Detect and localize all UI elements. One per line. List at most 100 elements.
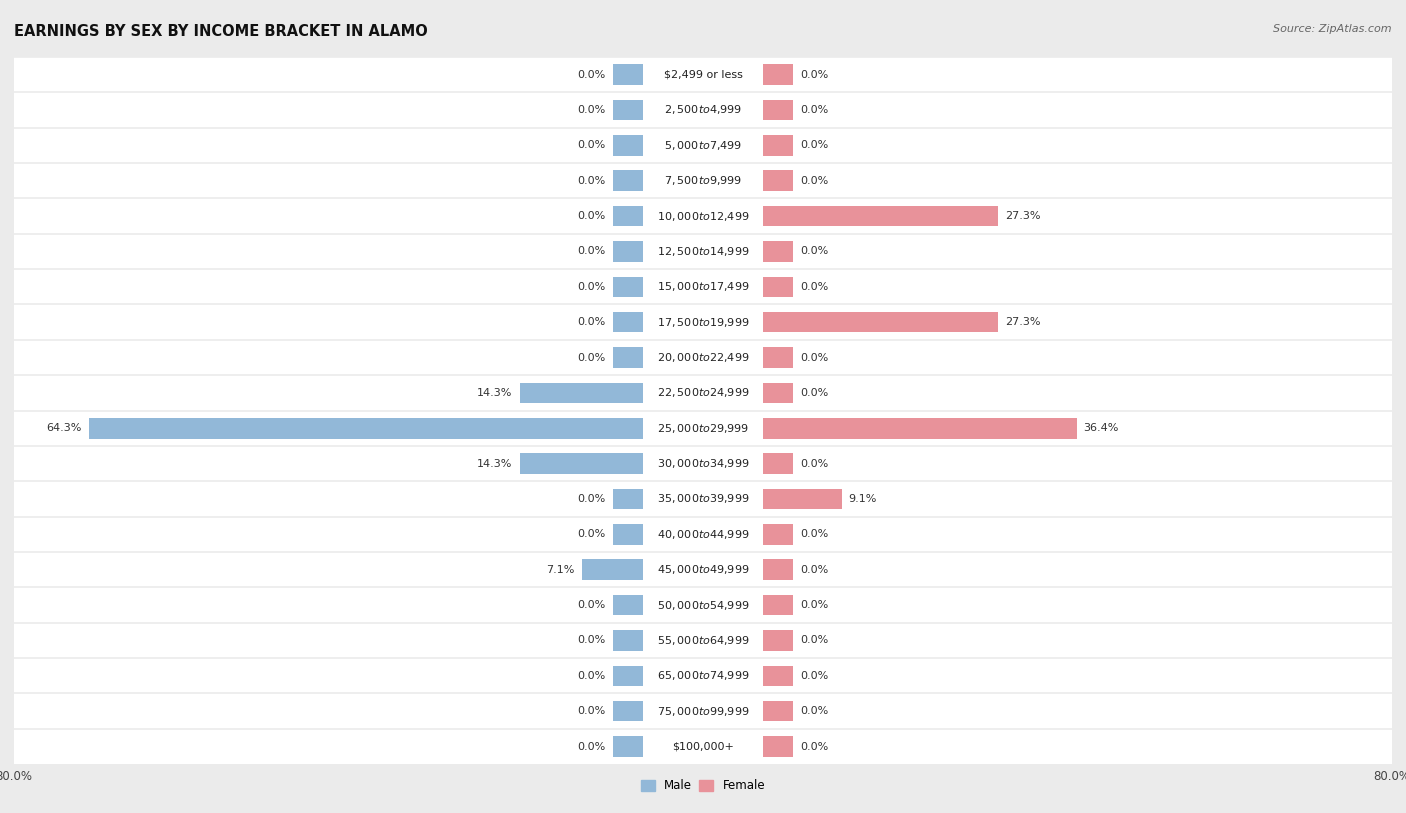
Bar bbox=[582, 559, 643, 580]
Text: $50,000 to $54,999: $50,000 to $54,999 bbox=[657, 598, 749, 611]
Text: 14.3%: 14.3% bbox=[477, 388, 513, 398]
Text: $2,499 or less: $2,499 or less bbox=[664, 70, 742, 80]
Bar bbox=[613, 206, 643, 226]
Bar bbox=[14, 128, 1392, 163]
Bar bbox=[14, 693, 1392, 729]
Text: Source: ZipAtlas.com: Source: ZipAtlas.com bbox=[1274, 24, 1392, 34]
Text: 0.0%: 0.0% bbox=[578, 246, 606, 256]
Bar bbox=[14, 481, 1392, 517]
Text: 0.0%: 0.0% bbox=[578, 317, 606, 327]
Text: 0.0%: 0.0% bbox=[800, 529, 828, 539]
Text: 0.0%: 0.0% bbox=[578, 353, 606, 363]
Text: 0.0%: 0.0% bbox=[800, 636, 828, 646]
Bar bbox=[763, 383, 793, 403]
Bar bbox=[14, 304, 1392, 340]
Text: 0.0%: 0.0% bbox=[800, 459, 828, 468]
Bar bbox=[613, 100, 643, 120]
Text: 36.4%: 36.4% bbox=[1084, 424, 1119, 433]
Legend: Male, Female: Male, Female bbox=[636, 775, 770, 798]
Text: 9.1%: 9.1% bbox=[849, 494, 877, 504]
Bar bbox=[14, 163, 1392, 198]
Text: 0.0%: 0.0% bbox=[800, 70, 828, 80]
Bar bbox=[763, 347, 793, 367]
Text: $22,500 to $24,999: $22,500 to $24,999 bbox=[657, 386, 749, 399]
Text: 0.0%: 0.0% bbox=[800, 671, 828, 680]
Text: 0.0%: 0.0% bbox=[578, 706, 606, 716]
Text: 7.1%: 7.1% bbox=[547, 565, 575, 575]
Bar bbox=[613, 666, 643, 686]
Text: $15,000 to $17,499: $15,000 to $17,499 bbox=[657, 280, 749, 293]
Text: 0.0%: 0.0% bbox=[800, 388, 828, 398]
Text: 0.0%: 0.0% bbox=[578, 282, 606, 292]
Text: 0.0%: 0.0% bbox=[578, 70, 606, 80]
Text: 0.0%: 0.0% bbox=[800, 141, 828, 150]
Bar bbox=[14, 587, 1392, 623]
Bar bbox=[763, 630, 793, 650]
Text: 0.0%: 0.0% bbox=[800, 706, 828, 716]
Text: 0.0%: 0.0% bbox=[800, 353, 828, 363]
Text: $5,000 to $7,499: $5,000 to $7,499 bbox=[664, 139, 742, 152]
Bar bbox=[14, 198, 1392, 234]
Text: 0.0%: 0.0% bbox=[800, 600, 828, 610]
Bar bbox=[613, 737, 643, 757]
Bar bbox=[613, 276, 643, 297]
Bar bbox=[763, 312, 998, 333]
Bar bbox=[763, 559, 793, 580]
Text: $35,000 to $39,999: $35,000 to $39,999 bbox=[657, 493, 749, 506]
Bar bbox=[14, 57, 1392, 92]
Bar bbox=[14, 552, 1392, 587]
Bar bbox=[613, 701, 643, 721]
Bar bbox=[613, 347, 643, 367]
Bar bbox=[763, 64, 793, 85]
Text: $25,000 to $29,999: $25,000 to $29,999 bbox=[657, 422, 749, 435]
Text: 0.0%: 0.0% bbox=[800, 246, 828, 256]
Text: 0.0%: 0.0% bbox=[800, 565, 828, 575]
Bar bbox=[14, 340, 1392, 375]
Bar bbox=[14, 269, 1392, 304]
Text: $75,000 to $99,999: $75,000 to $99,999 bbox=[657, 705, 749, 718]
Text: $30,000 to $34,999: $30,000 to $34,999 bbox=[657, 457, 749, 470]
Text: $20,000 to $22,499: $20,000 to $22,499 bbox=[657, 351, 749, 364]
Text: $7,500 to $9,999: $7,500 to $9,999 bbox=[664, 174, 742, 187]
Text: 27.3%: 27.3% bbox=[1005, 211, 1040, 221]
Text: $45,000 to $49,999: $45,000 to $49,999 bbox=[657, 563, 749, 576]
Text: $10,000 to $12,499: $10,000 to $12,499 bbox=[657, 210, 749, 223]
Bar bbox=[763, 524, 793, 545]
Text: 0.0%: 0.0% bbox=[578, 741, 606, 751]
Bar bbox=[763, 241, 793, 262]
Bar bbox=[763, 206, 998, 226]
Bar bbox=[14, 517, 1392, 552]
Text: $12,500 to $14,999: $12,500 to $14,999 bbox=[657, 245, 749, 258]
Bar bbox=[763, 135, 793, 155]
Bar bbox=[763, 418, 1077, 438]
Bar bbox=[520, 454, 643, 474]
Bar bbox=[613, 171, 643, 191]
Bar bbox=[613, 312, 643, 333]
Bar bbox=[520, 383, 643, 403]
Text: 0.0%: 0.0% bbox=[578, 600, 606, 610]
Text: $17,500 to $19,999: $17,500 to $19,999 bbox=[657, 315, 749, 328]
Bar bbox=[14, 376, 1392, 411]
Bar bbox=[613, 524, 643, 545]
Text: 0.0%: 0.0% bbox=[578, 176, 606, 185]
Bar bbox=[14, 411, 1392, 446]
Text: $55,000 to $64,999: $55,000 to $64,999 bbox=[657, 634, 749, 647]
Bar bbox=[763, 171, 793, 191]
Text: $40,000 to $44,999: $40,000 to $44,999 bbox=[657, 528, 749, 541]
Bar bbox=[763, 276, 793, 297]
Text: 0.0%: 0.0% bbox=[800, 282, 828, 292]
Bar bbox=[763, 595, 793, 615]
Text: $65,000 to $74,999: $65,000 to $74,999 bbox=[657, 669, 749, 682]
Bar bbox=[613, 630, 643, 650]
Text: 27.3%: 27.3% bbox=[1005, 317, 1040, 327]
Text: 14.3%: 14.3% bbox=[477, 459, 513, 468]
Bar bbox=[613, 595, 643, 615]
Text: 0.0%: 0.0% bbox=[578, 529, 606, 539]
Text: 0.0%: 0.0% bbox=[800, 176, 828, 185]
Bar bbox=[14, 233, 1392, 269]
Bar bbox=[763, 100, 793, 120]
Text: $2,500 to $4,999: $2,500 to $4,999 bbox=[664, 103, 742, 116]
Bar bbox=[763, 701, 793, 721]
Bar bbox=[14, 659, 1392, 693]
Bar bbox=[763, 454, 793, 474]
